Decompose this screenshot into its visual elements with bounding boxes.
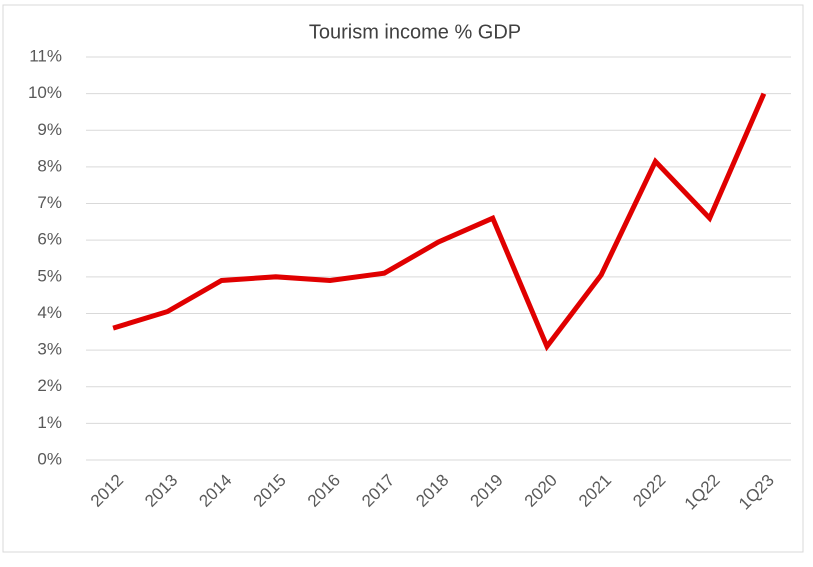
y-tick-label: 4% [37, 303, 62, 322]
y-tick-label: 7% [37, 193, 62, 212]
y-tick-label: 5% [37, 266, 62, 285]
y-tick-label: 1% [37, 413, 62, 432]
y-tick-label: 0% [37, 449, 62, 468]
data-line [112, 92, 767, 352]
y-tick-label: 11% [29, 46, 62, 65]
y-tick-label: 9% [37, 120, 62, 139]
y-tick-label: 2% [37, 376, 62, 395]
y-tick-label: 6% [37, 230, 62, 249]
y-tick-label: 8% [37, 156, 62, 175]
chart-frame [2, 4, 804, 553]
y-tick-label: 3% [37, 340, 62, 359]
chart-title: Tourism income % GDP [309, 21, 521, 43]
y-tick-label: 10% [28, 83, 62, 102]
